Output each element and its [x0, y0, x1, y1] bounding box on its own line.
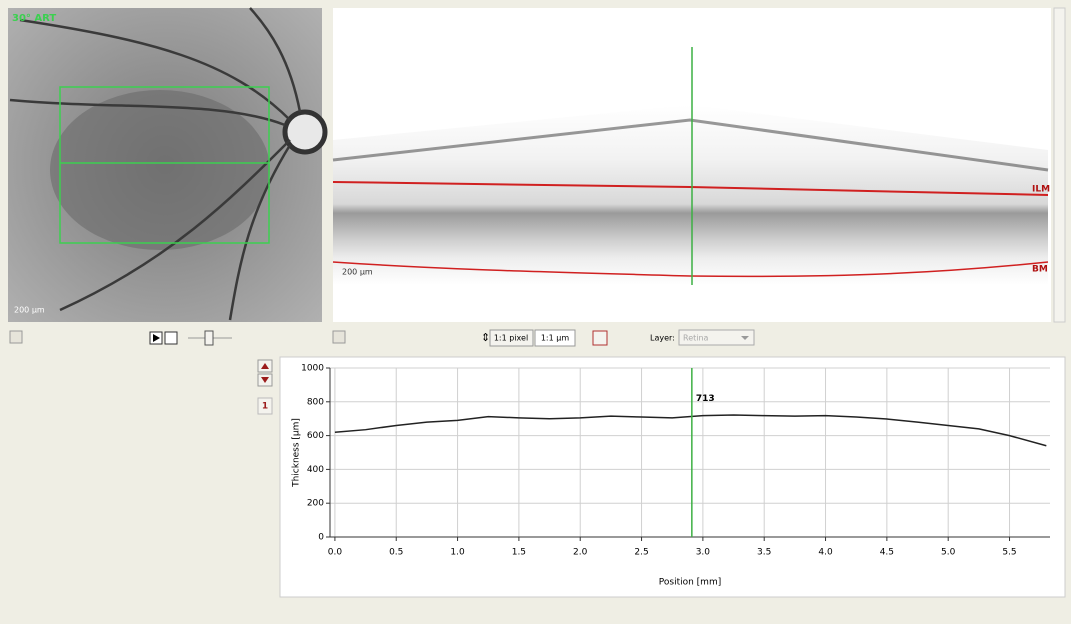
fundus-label: 30° ART [12, 13, 56, 24]
x-tick-label: 0.0 [328, 548, 343, 558]
x-tick-label: 2.5 [634, 548, 648, 558]
fundus-scale: 200 µm [14, 306, 45, 315]
x-tick-label: 3.5 [757, 548, 771, 558]
x-tick-label: 1.0 [450, 548, 465, 558]
x-tick-label: 4.0 [818, 548, 833, 558]
pixel-button-label: 1:1 pixel [494, 334, 528, 343]
layer-value: Retina [683, 334, 709, 343]
icon-button[interactable] [333, 331, 345, 343]
y-tick-label: 800 [307, 397, 324, 407]
save-button[interactable] [165, 332, 177, 344]
scale-icon: ⇕ [481, 331, 490, 344]
y-tick-label: 0 [318, 533, 324, 543]
x-tick-label: 3.0 [696, 548, 711, 558]
x-axis-label: Position [mm] [659, 578, 721, 588]
x-tick-label: 5.0 [941, 548, 956, 558]
y-tick-label: 200 [307, 499, 324, 509]
y-tick-label: 1000 [301, 364, 324, 374]
x-tick-label: 2.0 [573, 548, 588, 558]
optic-disc [285, 112, 325, 152]
ilm-label: ILM [1032, 185, 1050, 195]
oct-image: ILM BM 200 µm [333, 8, 1065, 322]
fundus-image: 30° ART 200 µm [8, 8, 325, 322]
scrollbar[interactable] [1054, 8, 1065, 322]
cursor-value: 713 [696, 394, 715, 404]
micron-button-label: 1:1 µm [541, 334, 570, 343]
y-tick-label: 600 [307, 431, 324, 441]
y-tick-label: 400 [307, 465, 324, 475]
x-tick-label: 5.5 [1002, 548, 1016, 558]
icon-button[interactable] [10, 331, 22, 343]
x-tick-label: 1.5 [512, 548, 526, 558]
chart-panel [280, 357, 1065, 597]
app-window: 30° ART 200 µm ILM BM 200 µm ⇕ 1:1 pixel… [0, 0, 1071, 620]
refresh-button[interactable] [593, 331, 607, 345]
y-axis-label: Thickness [µm] [292, 418, 302, 488]
bm-label: BM [1032, 265, 1048, 275]
slider-thumb[interactable] [205, 331, 213, 345]
x-tick-label: 4.5 [880, 548, 894, 558]
layer-label: Layer: [650, 334, 675, 343]
page-number: 1 [262, 402, 268, 412]
oct-scale: 200 µm [342, 268, 373, 277]
x-tick-label: 0.5 [389, 548, 403, 558]
